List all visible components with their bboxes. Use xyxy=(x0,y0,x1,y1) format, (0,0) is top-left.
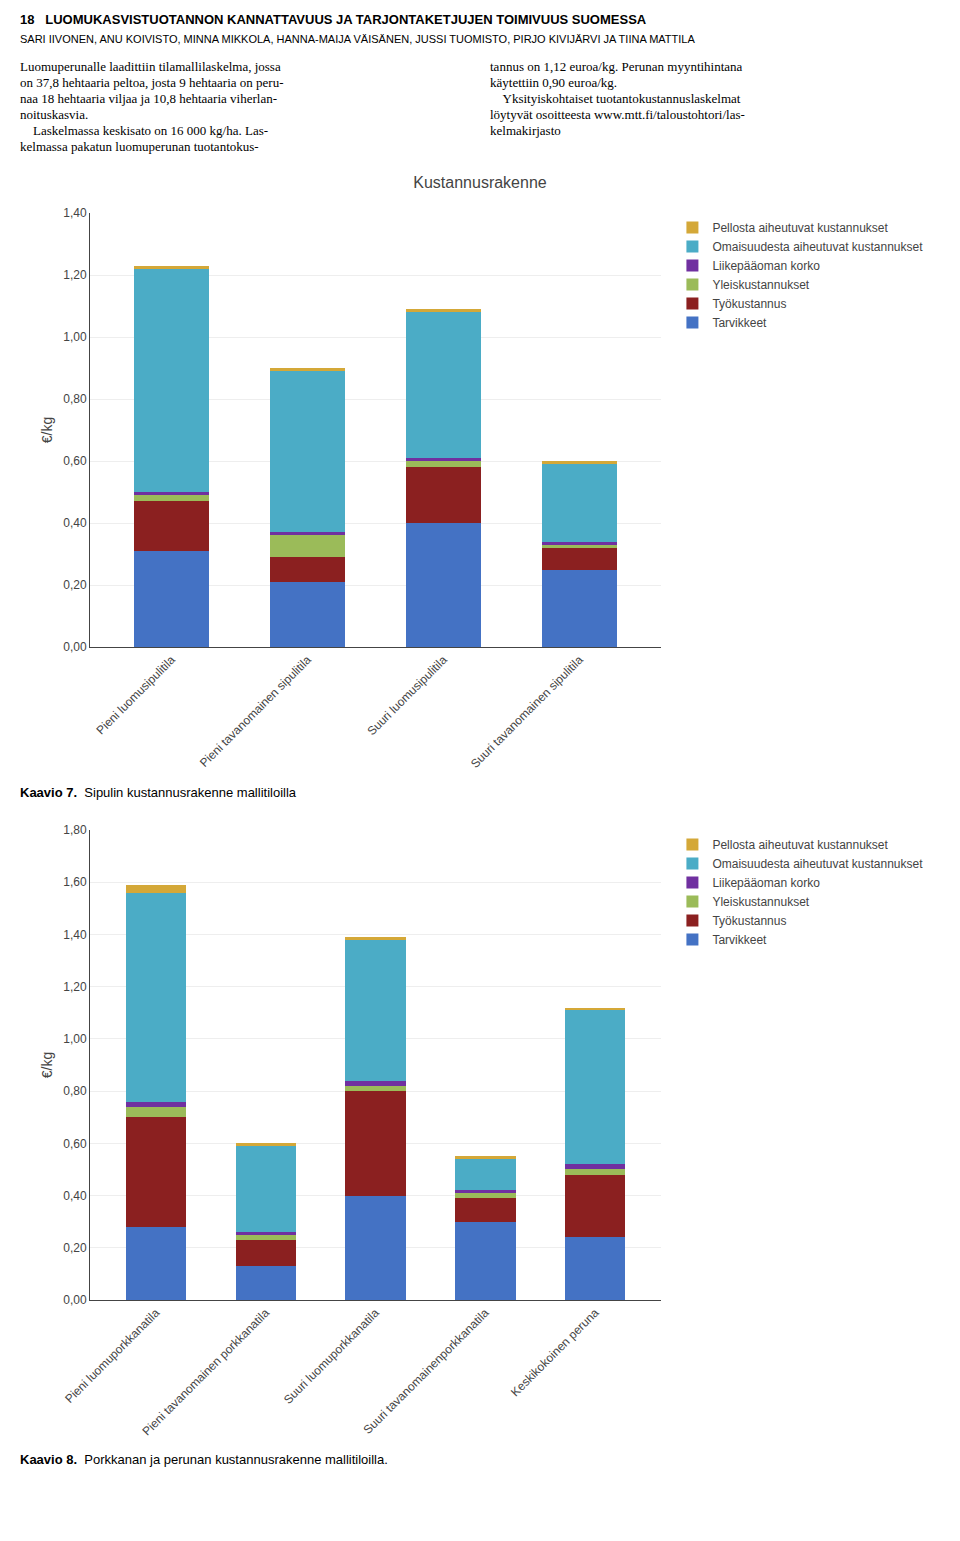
svg-text:0,80: 0,80 xyxy=(63,392,87,406)
svg-text:Työkustannus: Työkustannus xyxy=(712,297,786,311)
html-text:Luomuperunalle laadittiin tila: Luomuperunalle laadittiin tilamallilaske… xyxy=(20,59,281,74)
svg-text:1,80: 1,80 xyxy=(63,823,87,837)
svg-text:€/kg: €/kg xyxy=(39,1052,55,1078)
html-text:Laskelmassa keskisato on 16 00: Laskelmassa keskisato on 16 000 kg/ha. L… xyxy=(20,123,268,138)
html-text:naa 18 hehtaaria viljaa ja 10,: naa 18 hehtaaria viljaa ja 10,8 hehtaari… xyxy=(20,91,277,106)
html-text:on 37,8 hehtaaria peltoa, jost: on 37,8 hehtaaria peltoa, josta 9 hehtaa… xyxy=(20,75,284,90)
svg-text:Pieni luomusipulitila: Pieni luomusipulitila xyxy=(94,653,179,738)
html-text:Yksityiskohtaiset tuotantokust: Yksityiskohtaiset tuotantokustannuslaske… xyxy=(490,91,741,106)
svg-text:1,60: 1,60 xyxy=(63,875,87,889)
html-text:Kaavio 8. Porkkanan ja perunan: Kaavio 8. Porkkanan ja perunan kustannus… xyxy=(20,1452,388,1467)
svg-text:0,00: 0,00 xyxy=(63,640,87,654)
svg-text:Tarvikkeet: Tarvikkeet xyxy=(712,316,767,330)
svg-text:Yleiskustannukset: Yleiskustannukset xyxy=(712,278,809,292)
svg-text:0,60: 0,60 xyxy=(63,1137,87,1151)
svg-text:Keskikokoinen peruna: Keskikokoinen peruna xyxy=(508,1306,602,1400)
svg-text:Omaisuudesta aiheutuvat kustan: Omaisuudesta aiheutuvat kustannukset xyxy=(712,240,923,254)
html-text:tannus on 1,12 euroa/kg. Perun: tannus on 1,12 euroa/kg. Perunan myyntih… xyxy=(490,59,743,74)
html-text:noituskasvia.: noituskasvia. xyxy=(20,107,89,122)
svg-text:Liikepääoman korko: Liikepääoman korko xyxy=(712,259,820,273)
svg-text:Pieni tavanomainen porkkanatil: Pieni tavanomainen porkkanatila xyxy=(140,1306,273,1439)
svg-text:Omaisuudesta aiheutuvat kustan: Omaisuudesta aiheutuvat kustannukset xyxy=(712,857,923,871)
svg-text:0,40: 0,40 xyxy=(63,1189,87,1203)
html-text:18 LUOMUKASVISTUOTANNON KANNAT: 18 LUOMUKASVISTUOTANNON KANNATTAVUUS JA … xyxy=(20,12,647,27)
svg-text:Työkustannus: Työkustannus xyxy=(712,914,786,928)
html-text:kelmassa pakatun luomuperunan: kelmassa pakatun luomuperunan tuotantoku… xyxy=(20,139,259,154)
svg-text:0,20: 0,20 xyxy=(63,578,87,592)
svg-text:Liikepääoman korko: Liikepääoman korko xyxy=(712,876,820,890)
svg-text:Yleiskustannukset: Yleiskustannukset xyxy=(712,895,809,909)
svg-text:Pieni luomuporkkanatila: Pieni luomuporkkanatila xyxy=(62,1306,162,1406)
svg-text:1,20: 1,20 xyxy=(63,268,87,282)
svg-text:0,40: 0,40 xyxy=(63,516,87,530)
svg-text:0,00: 0,00 xyxy=(63,1293,87,1307)
svg-text:Kustannusrakenne: Kustannusrakenne xyxy=(413,174,547,191)
svg-text:1,00: 1,00 xyxy=(63,1032,87,1046)
svg-text:Suuri tavanomainen sipulitila: Suuri tavanomainen sipulitila xyxy=(468,653,586,771)
svg-text:1,20: 1,20 xyxy=(63,980,87,994)
html-text:SARI IIVONEN, ANU KOIVISTO, MI: SARI IIVONEN, ANU KOIVISTO, MINNA MIKKOL… xyxy=(20,33,695,45)
svg-text:Suuri luomuporkkanatila: Suuri luomuporkkanatila xyxy=(281,1306,382,1407)
svg-text:€/kg: €/kg xyxy=(39,417,55,443)
html-text:Kaavio 7. Sipulin kustannusrak: Kaavio 7. Sipulin kustannusrakenne malli… xyxy=(20,785,296,800)
svg-text:1,00: 1,00 xyxy=(63,330,87,344)
html-text:löytyvät osoitteesta www.mtt.f: löytyvät osoitteesta www.mtt.fi/talousto… xyxy=(490,107,745,122)
svg-text:Pellosta aiheutuvat kustannuks: Pellosta aiheutuvat kustannukset xyxy=(712,838,888,852)
svg-text:Suuri tavanomainenporkkanatila: Suuri tavanomainenporkkanatila xyxy=(361,1306,492,1437)
svg-text:Pieni tavanomainen sipulitila: Pieni tavanomainen sipulitila xyxy=(197,653,314,770)
svg-text:0,20: 0,20 xyxy=(63,1241,87,1255)
html-text:käytettiin 0,90 euroa/kg.: käytettiin 0,90 euroa/kg. xyxy=(490,75,618,90)
svg-text:Suuri luomusipulitila: Suuri luomusipulitila xyxy=(364,653,450,739)
svg-text:Tarvikkeet: Tarvikkeet xyxy=(712,933,767,947)
svg-text:1,40: 1,40 xyxy=(63,928,87,942)
svg-text:0,60: 0,60 xyxy=(63,454,87,468)
svg-text:1,40: 1,40 xyxy=(63,206,87,220)
html-text:kelmakirjasto: kelmakirjasto xyxy=(490,123,561,138)
svg-text:0,80: 0,80 xyxy=(63,1084,87,1098)
svg-text:Pellosta aiheutuvat kustannuks: Pellosta aiheutuvat kustannukset xyxy=(712,221,888,235)
